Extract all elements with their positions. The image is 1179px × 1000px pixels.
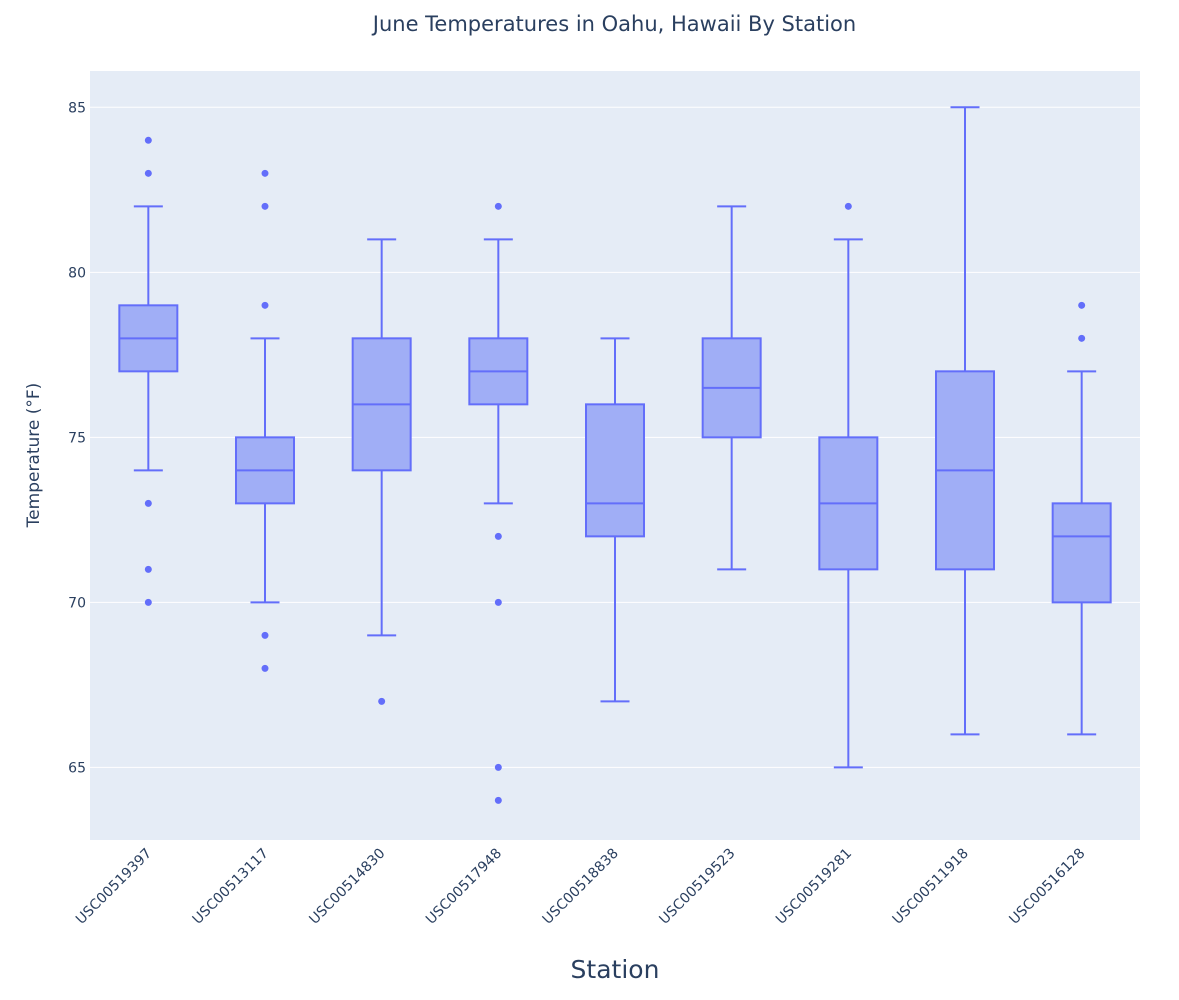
x-tick-label: USC00513117 <box>190 846 272 928</box>
outlier-point <box>261 631 269 639</box>
y-tick-label: 75 <box>68 430 86 446</box>
y-axis-title: Temperature (°F) <box>24 382 44 528</box>
box-USC00516128 <box>1051 301 1112 736</box>
outlier-point <box>1078 334 1086 342</box>
outlier-point <box>144 499 152 507</box>
outlier-point <box>494 763 502 771</box>
iqr-box <box>585 403 645 538</box>
y-tick-label: 85 <box>68 100 86 116</box>
outlier-point <box>144 565 152 573</box>
x-tick-label: USC00511918 <box>890 846 972 928</box>
outlier-point <box>1078 301 1086 309</box>
chart-title: June Temperatures in Oahu, Hawaii By Sta… <box>372 12 857 36</box>
box-USC00511918 <box>935 106 995 736</box>
y-tick-label: 65 <box>68 760 86 776</box>
outlier-point <box>494 532 502 540</box>
iqr-box <box>1051 502 1112 604</box>
outlier-point <box>494 202 502 210</box>
box-USC00519397 <box>118 136 179 606</box>
x-tick-label: USC00518838 <box>540 846 622 928</box>
box-USC00513117 <box>235 169 295 672</box>
outlier-point <box>144 136 152 144</box>
y-tick-label: 80 <box>68 265 86 281</box>
outlier-point <box>261 202 269 210</box>
x-tick-label: USC00519281 <box>773 846 855 928</box>
outlier-point <box>494 796 502 804</box>
x-tick-label: USC00514830 <box>306 846 388 928</box>
box-USC00514830 <box>351 238 412 705</box>
outlier-point <box>144 598 152 606</box>
outlier-point <box>844 202 852 210</box>
outlier-point <box>261 664 269 672</box>
x-tick-label: USC00519523 <box>656 846 738 928</box>
box-USC00517948 <box>468 202 529 804</box>
outlier-point <box>144 169 152 177</box>
x-tick-label: USC00516128 <box>1006 846 1088 928</box>
box-USC00519523 <box>701 205 762 571</box>
outlier-point <box>378 697 386 705</box>
box-USC00518838 <box>585 337 645 703</box>
y-tick-label: 70 <box>68 595 86 611</box>
x-tick-label: USC00517948 <box>423 846 505 928</box>
box-USC00519281 <box>818 202 879 769</box>
outlier-point <box>494 598 502 606</box>
x-tick-label: USC00519397 <box>73 846 155 928</box>
outlier-point <box>261 301 269 309</box>
outlier-point <box>261 169 269 177</box>
x-axis-title: Station <box>570 955 660 984</box>
